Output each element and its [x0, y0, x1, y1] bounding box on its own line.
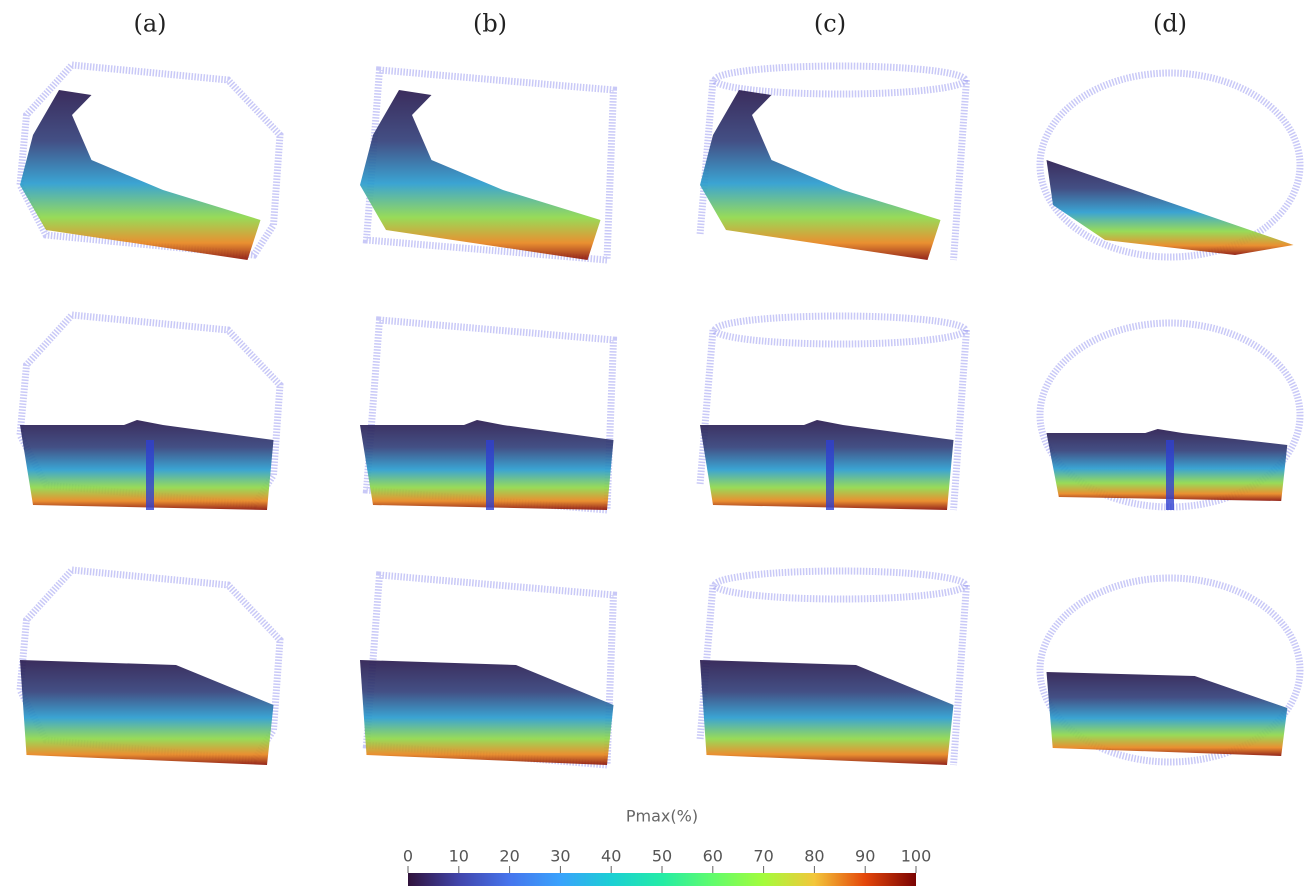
fluid: [20, 90, 261, 260]
tick-label: 80: [804, 847, 824, 866]
tank-wall: [954, 330, 967, 510]
tick-label: 90: [855, 847, 875, 866]
panel: [700, 571, 967, 765]
tank-top: [715, 571, 965, 599]
column-label: (a): [133, 10, 166, 38]
fluid: [1047, 160, 1294, 255]
tick-label: 40: [601, 847, 621, 866]
tick-label: 20: [499, 847, 519, 866]
fluid: [700, 660, 954, 765]
baffle: [1166, 440, 1174, 510]
panel: [1040, 578, 1300, 762]
panels: [20, 65, 1300, 765]
fluid: [700, 90, 941, 260]
colorbar-title: Pmax(%): [626, 807, 698, 826]
panel: [20, 570, 280, 765]
baffle: [826, 440, 834, 510]
column-label: (b): [473, 10, 507, 38]
tick-label: 100: [901, 847, 932, 866]
panel: [360, 70, 614, 260]
baffle: [486, 440, 494, 510]
panel: [1040, 73, 1300, 257]
tick-label: 30: [550, 847, 570, 866]
fluid: [1047, 672, 1288, 756]
colorbar: [408, 873, 916, 886]
tank-top: [715, 316, 965, 344]
tick-label: 0: [403, 847, 413, 866]
fluid: [360, 660, 614, 765]
column-label: (d): [1153, 10, 1187, 38]
tank-wall: [954, 585, 967, 765]
panel: [700, 316, 967, 510]
baffle: [146, 440, 154, 510]
panel: [360, 320, 614, 510]
panel: [360, 575, 614, 765]
tick-label: 70: [753, 847, 773, 866]
panel: [700, 66, 967, 260]
figure: Pmax(%) (a) (b) (c) (d) 0 10 20 30 40 50 60 70 80 90 1…: [0, 0, 1312, 888]
panel: [20, 315, 280, 510]
tick-label: 10: [449, 847, 469, 866]
tank-wall: [954, 80, 967, 260]
tick-label: 50: [652, 847, 672, 866]
tick-label: 60: [703, 847, 723, 866]
fluid: [360, 90, 601, 260]
fluid: [20, 660, 274, 765]
panel: [1040, 323, 1300, 510]
tank-top: [715, 66, 965, 94]
column-label: (c): [814, 10, 846, 38]
panel: [20, 65, 280, 260]
